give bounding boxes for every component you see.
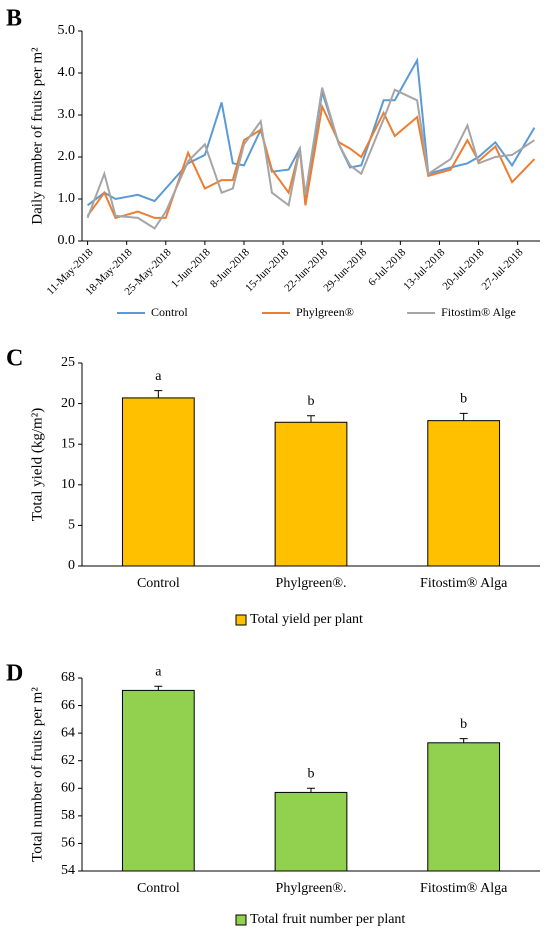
- panel-label: D: [6, 661, 23, 687]
- x-tick-label: Fitostim® Alga: [420, 576, 508, 591]
- y-tick-label: 62: [61, 753, 75, 768]
- y-tick-label: 3.0: [58, 107, 76, 122]
- bar: [121, 397, 195, 567]
- x-tick-label: Phylgreen®.: [276, 576, 347, 591]
- y-axis-label: Total number of fruits per m²: [29, 687, 45, 862]
- bar: [274, 421, 348, 567]
- x-tick-label: 27-Jul-2018: [479, 246, 525, 292]
- error-bar: [154, 685, 163, 691]
- y-axis-label: Total yield (kg/m²): [29, 408, 45, 521]
- legend-swatch: [235, 614, 247, 626]
- y-tick-label: 60: [61, 781, 75, 796]
- legend-label: Total yield per plant: [250, 612, 363, 627]
- bar: [427, 742, 501, 872]
- x-tick-label: Control: [137, 576, 180, 591]
- y-tick-label: 64: [61, 725, 75, 740]
- y-tick-label: 15: [61, 436, 75, 451]
- x-tick-label: Control: [137, 881, 180, 896]
- legend-label: Total fruit number per plant: [250, 912, 405, 927]
- panel-label: B: [6, 6, 22, 32]
- bar: [274, 791, 348, 872]
- error-bar: [307, 787, 315, 793]
- significance-letter: a: [155, 664, 162, 679]
- x-tick-label: Fitostim® Alga: [420, 881, 508, 896]
- error-bar: [307, 415, 315, 423]
- legend-label: Fitostim® Alge: [441, 305, 516, 319]
- bar: [121, 689, 195, 872]
- significance-letter: b: [308, 394, 315, 409]
- legend-label: Phylgreen®: [296, 305, 354, 319]
- y-tick-label: 54: [61, 863, 75, 878]
- y-tick-label: 20: [61, 396, 75, 411]
- y-tick-label: 56: [61, 836, 75, 851]
- panel-label: C: [6, 346, 23, 372]
- y-tick-label: 5.0: [58, 23, 76, 38]
- significance-letter: b: [460, 717, 467, 732]
- legend-swatch: [235, 914, 247, 926]
- y-tick-label: 68: [61, 670, 75, 685]
- y-tick-label: 1.0: [58, 191, 76, 206]
- x-tick-label: 29-Jun-2018: [321, 246, 369, 294]
- y-tick-label: 5: [68, 518, 75, 533]
- y-tick-label: 2.0: [58, 149, 76, 164]
- error-bar: [154, 390, 163, 398]
- y-tick-label: 0: [68, 558, 75, 573]
- bar: [427, 420, 501, 567]
- significance-letter: a: [155, 369, 162, 384]
- y-tick-label: 0.0: [58, 233, 76, 248]
- error-bar: [459, 738, 468, 743]
- legend-label: Control: [151, 305, 188, 319]
- y-axis-label: Daily number of fruits per m²: [29, 47, 45, 225]
- significance-letter: b: [460, 392, 467, 407]
- x-tick-label: 1-Jun-2018: [169, 246, 213, 290]
- series-line: [86, 87, 535, 230]
- y-tick-label: 66: [61, 698, 75, 713]
- x-tick-label: Phylgreen®.: [276, 881, 347, 896]
- y-tick-label: 25: [61, 355, 75, 370]
- series-line: [86, 57, 536, 207]
- y-tick-label: 58: [61, 808, 75, 823]
- error-bar: [459, 412, 468, 421]
- y-tick-label: 10: [61, 477, 75, 492]
- significance-letter: b: [308, 767, 315, 782]
- y-tick-label: 4.0: [58, 65, 76, 80]
